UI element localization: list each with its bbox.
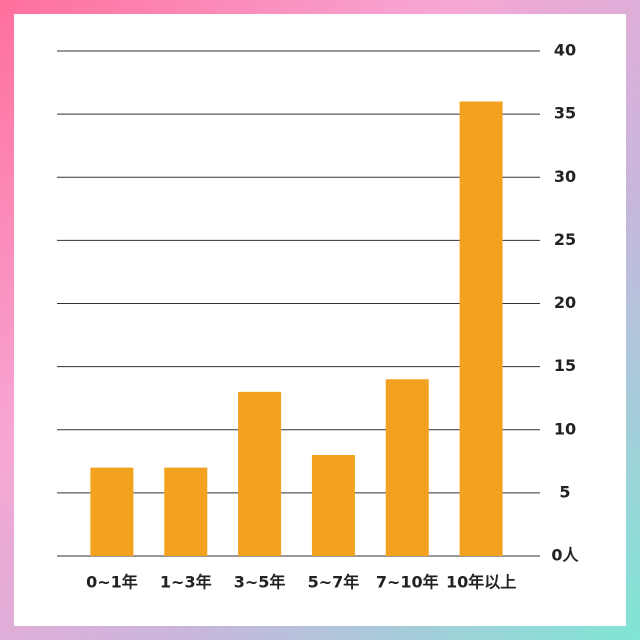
y-tick-label: 15 xyxy=(554,356,576,375)
x-tick-label: 3~5年 xyxy=(234,573,286,592)
bar xyxy=(238,391,282,556)
x-tick-label: 0~1年 xyxy=(86,573,138,592)
y-tick-label: 30 xyxy=(554,167,576,186)
x-tick-label: 1~3年 xyxy=(160,573,212,592)
y-tick-label: 35 xyxy=(554,104,576,123)
bar xyxy=(459,101,503,556)
y-tick-label: 5 xyxy=(559,482,570,501)
y-tick-label: 0人 xyxy=(551,546,579,565)
y-tick-label: 40 xyxy=(554,41,576,60)
bar xyxy=(311,455,355,556)
chart: 0人 5 10 15 20 25 30 35 40 0~1年 1~3年 3~5年 5~7年 7~10年 10… xyxy=(14,14,626,626)
bar xyxy=(90,467,134,556)
bar xyxy=(164,467,208,556)
y-tick-label: 25 xyxy=(554,230,576,249)
x-tick-label: 7~10年 xyxy=(376,573,439,592)
bar xyxy=(385,379,429,556)
y-tick-label: 10 xyxy=(554,419,576,438)
y-tick-label: 20 xyxy=(554,293,576,312)
x-tick-label: 10年以上 xyxy=(446,573,516,592)
x-tick-label: 5~7年 xyxy=(308,573,360,592)
